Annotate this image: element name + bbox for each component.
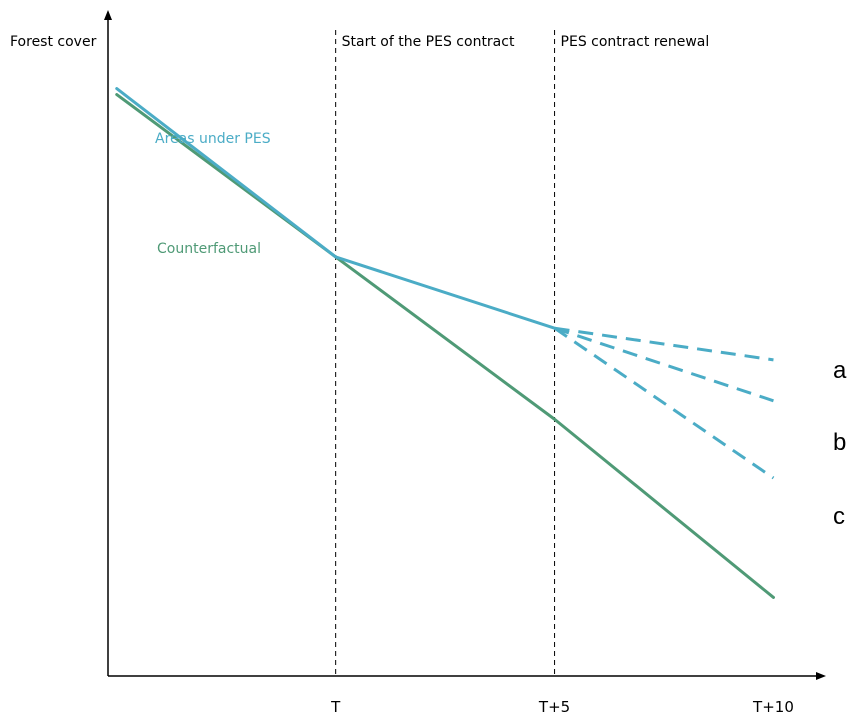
event-guides: Start of the PES contract PES contract re…: [335, 30, 710, 676]
x-tick-label-t: T: [330, 698, 341, 716]
scenario-line-c: [553, 326, 775, 480]
x-axis-arrow: [816, 672, 826, 680]
scenario-line-a: [554, 326, 774, 362]
axes: Forest cover: [10, 10, 826, 680]
scenario-label-a: a: [833, 357, 847, 384]
x-tick-label-t-5: T+5: [538, 698, 570, 716]
y-axis-arrow: [104, 10, 112, 20]
y-axis-label: Forest cover: [10, 34, 97, 50]
series-line-areas-under-pes: [115, 87, 557, 330]
x-tick-labels: T T+5 T+10: [330, 698, 794, 716]
series-label-areas-under-pes: Areas under PES: [155, 131, 271, 147]
event-label-pes-contract-renewal: PES contract renewal: [561, 34, 710, 50]
scenario-labels: a b c: [833, 357, 847, 530]
scenario-line-b: [554, 326, 774, 403]
x-tick-label-t-10: T+10: [752, 698, 794, 716]
scenario-label-c: c: [833, 503, 845, 530]
series-line-counterfactual: [115, 93, 775, 599]
event-label-start-of-the-pes-contract: Start of the PES contract: [342, 34, 515, 50]
series-label-counterfactual: Counterfactual: [157, 241, 261, 257]
series-layer: Areas under PES Counterfactual: [115, 87, 775, 599]
scenario-label-b: b: [833, 429, 846, 456]
